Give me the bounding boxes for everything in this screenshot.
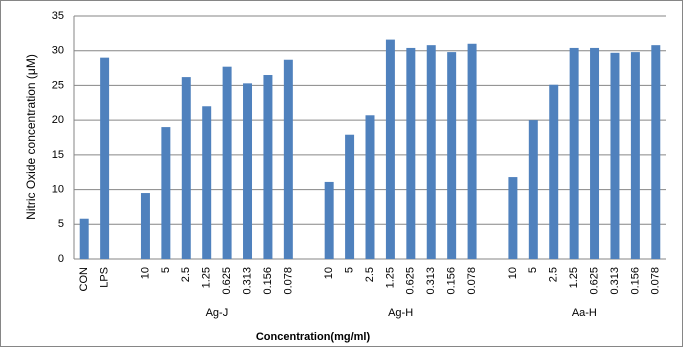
bar [79,218,89,259]
x-tick-label: 0.313 [425,267,437,295]
x-tick-label: 1.25 [201,267,213,288]
y-tick-label: 10 [52,183,64,195]
bar [610,52,620,259]
x-tick-label: 10 [139,267,151,279]
x-tick-label: 0.078 [650,267,662,295]
x-tick-label: 1.25 [384,267,396,288]
y-tick-label: 0 [58,253,64,265]
bar [365,115,375,259]
bar [283,59,293,259]
y-tick-label: 30 [52,45,64,57]
y-tick-label: 20 [52,114,64,126]
x-tick-label: LPS [99,267,111,288]
bar [651,45,661,259]
group-label: Ag-J [206,307,229,319]
y-axis-title: Nitric Oxide concentration (μM) [24,54,38,220]
bar [385,39,395,259]
x-tick-label: 0.313 [241,267,253,295]
bar [467,43,477,260]
bar [222,66,232,259]
x-tick-label: 0.156 [629,267,641,295]
x-tick-label: 0.625 [588,267,600,295]
x-tick-label: 0.156 [446,267,458,295]
bar [202,106,212,259]
x-tick-label: 10 [507,267,519,279]
y-tick-label: 25 [52,79,64,91]
bar [447,52,457,259]
x-tick-label: 0.078 [282,267,294,295]
bar [426,45,436,259]
bar [100,57,110,260]
bar [243,83,253,260]
x-tick-label: 2.5 [548,267,560,282]
y-tick-label: 15 [52,149,64,161]
x-tick-label: 0.313 [609,267,621,295]
bar [528,120,538,260]
x-tick-label: CON [78,267,90,292]
bar [181,77,191,260]
bar [508,177,518,259]
bar [630,52,640,259]
x-axis-title: Concentration(mg/ml) [256,331,371,343]
x-tick-label: 2.5 [364,267,376,282]
bar [263,75,273,259]
x-tick-label: 0.156 [262,267,274,295]
x-tick-label: 5 [343,267,355,273]
x-tick-label: 5 [527,267,539,273]
x-tick-label: 0.078 [466,267,478,295]
x-tick-label: 5 [160,267,172,273]
y-tick-label: 35 [52,10,64,22]
bar [549,84,559,259]
bar [140,193,150,259]
x-tick-label: 1.25 [568,267,580,288]
x-tick-label: 10 [323,267,335,279]
bar [345,134,355,259]
bar [406,47,416,260]
bar [324,181,334,259]
group-label: Ag-H [388,307,413,319]
x-tick-label: 0.625 [221,267,233,295]
bar [161,127,171,259]
y-tick-label: 5 [58,218,64,230]
group-label: Aa-H [572,307,597,319]
bar [569,47,579,260]
x-tick-label: 2.5 [180,267,192,282]
bar [590,47,600,260]
x-tick-label: 0.625 [405,267,417,295]
